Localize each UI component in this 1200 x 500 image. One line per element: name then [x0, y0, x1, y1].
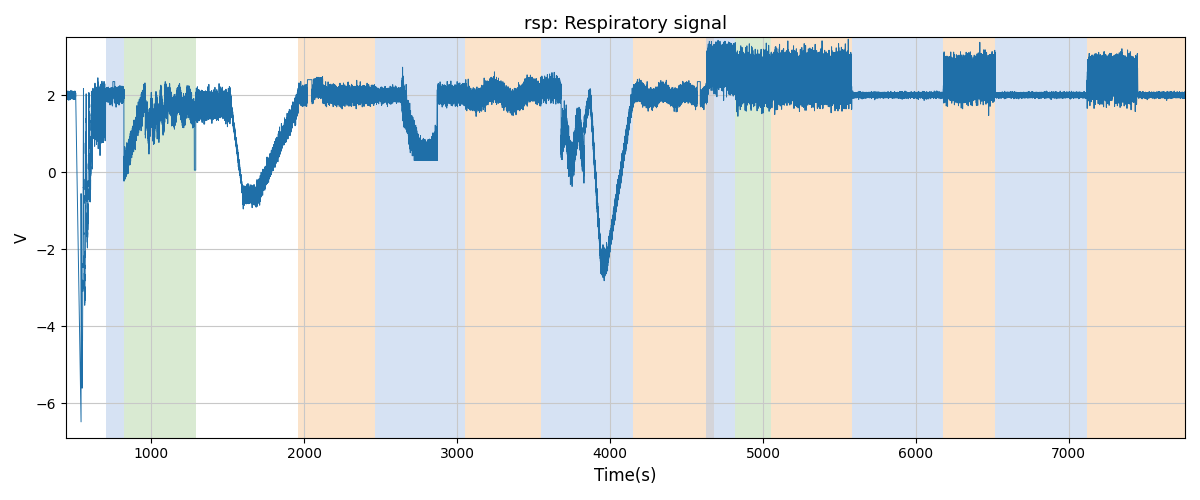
Bar	[1087, 38, 1184, 438]
Bar	[736, 38, 770, 438]
Bar	[996, 38, 1087, 438]
Bar	[374, 38, 464, 438]
Y-axis label: V: V	[16, 232, 30, 242]
Title: rsp: Respiratory signal: rsp: Respiratory signal	[524, 15, 727, 33]
X-axis label: Time(s): Time(s)	[594, 467, 656, 485]
Bar	[464, 38, 541, 438]
Bar	[541, 38, 634, 438]
Bar	[852, 38, 943, 438]
Bar	[770, 38, 852, 438]
Bar	[106, 38, 124, 438]
Bar	[707, 38, 736, 438]
Bar	[634, 38, 714, 438]
Bar	[124, 38, 196, 438]
Bar	[298, 38, 374, 438]
Bar	[943, 38, 996, 438]
